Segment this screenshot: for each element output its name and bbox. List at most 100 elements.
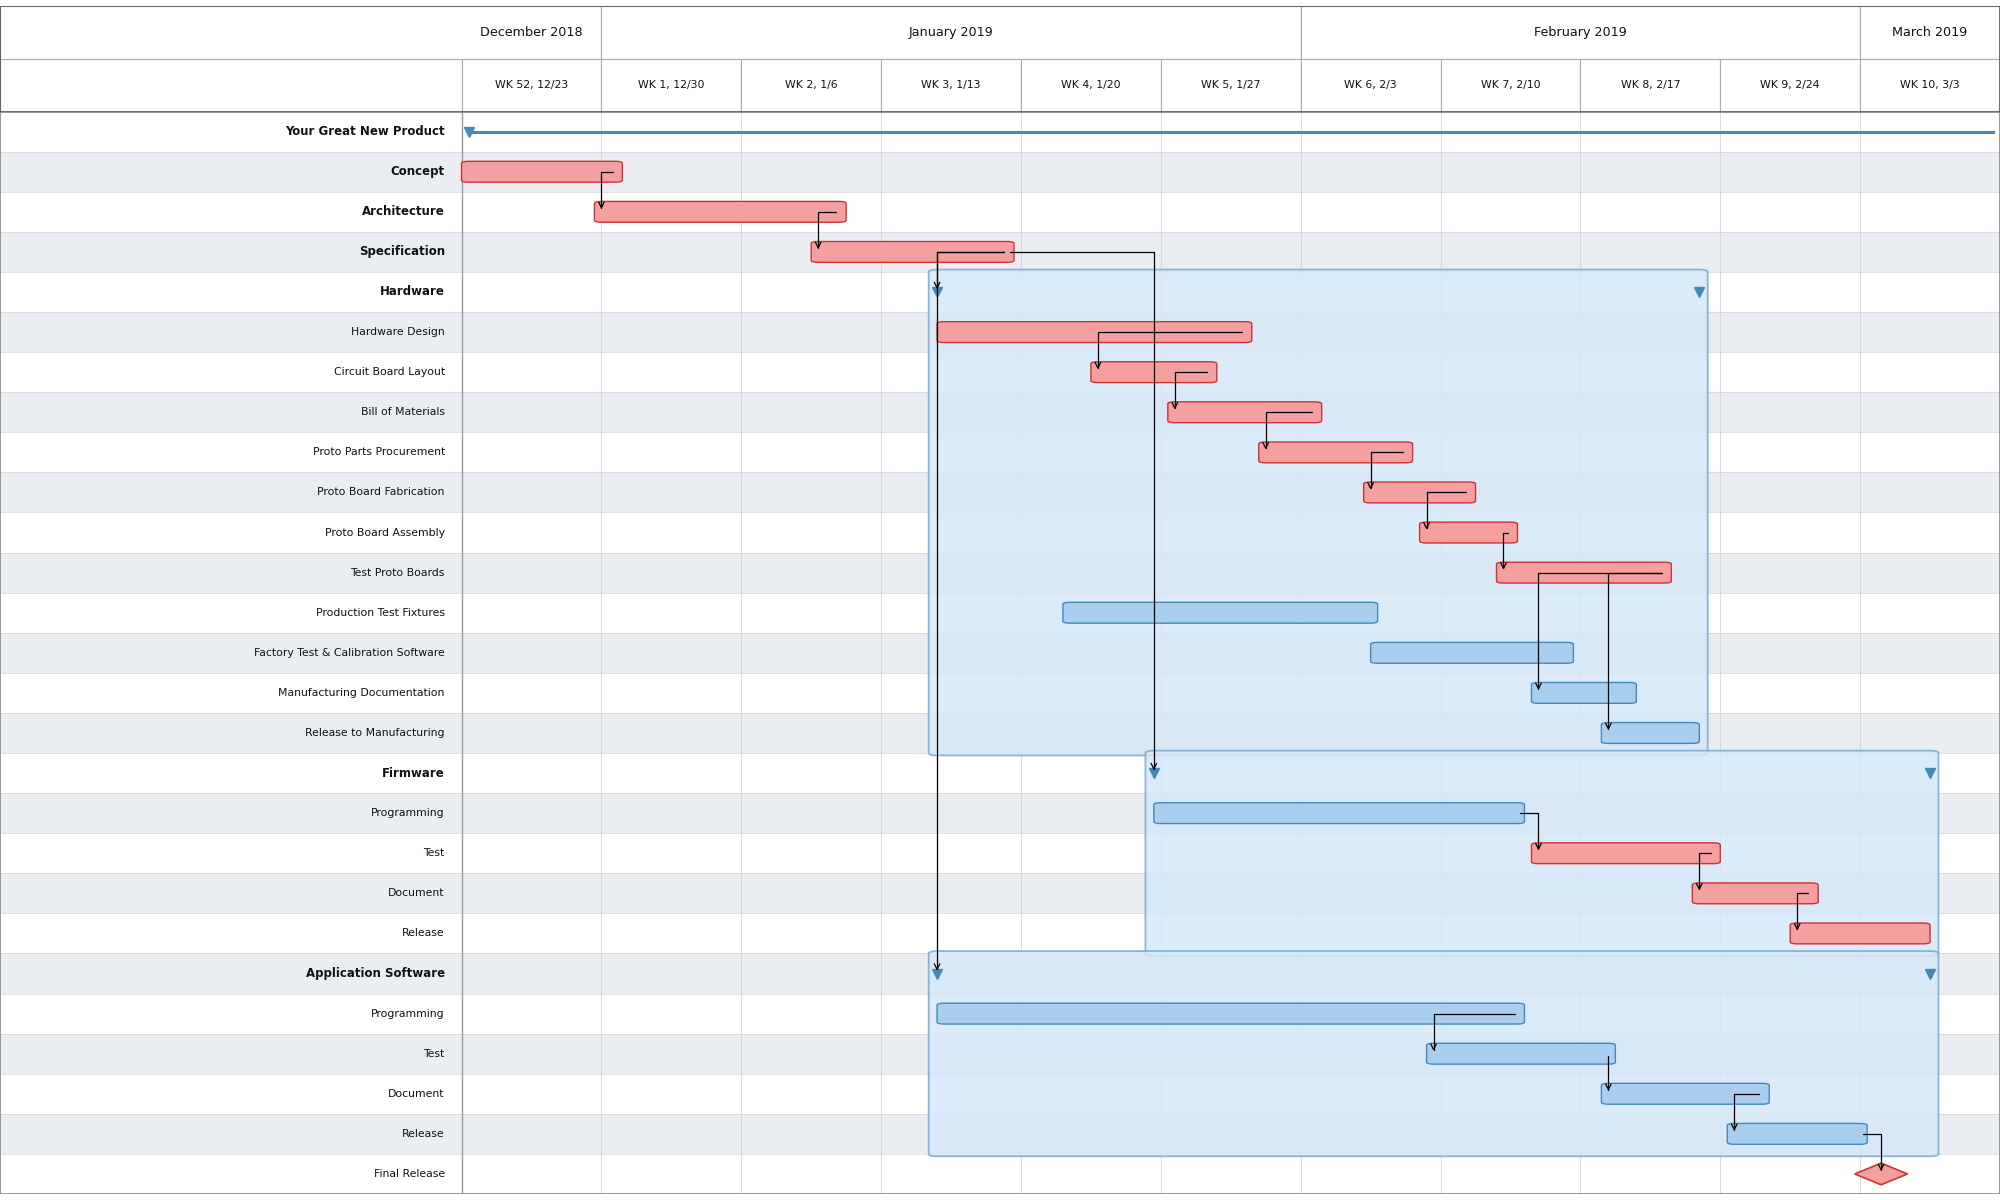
Bar (0, 754, 2000, 793)
Bar (0, 192, 2000, 232)
FancyBboxPatch shape (1790, 923, 1930, 944)
Bar (0, 432, 2000, 473)
Polygon shape (1854, 1163, 1908, 1184)
Text: Programming: Programming (372, 1008, 444, 1019)
FancyBboxPatch shape (1420, 522, 1518, 542)
FancyBboxPatch shape (1532, 842, 1720, 864)
Text: Release: Release (402, 1129, 444, 1139)
Bar (1020, 59, 1160, 112)
Text: Hardware Design: Hardware Design (352, 328, 444, 337)
Text: Concept: Concept (390, 166, 444, 179)
Bar (0, 232, 2000, 272)
Text: WK 6, 2/3: WK 6, 2/3 (1344, 80, 1396, 90)
Bar (0, 713, 2000, 754)
Bar (0, 59, 462, 112)
Bar (1580, 59, 1720, 112)
Text: Proto Parts Procurement: Proto Parts Procurement (312, 448, 444, 457)
Bar (1160, 59, 1300, 112)
Bar (1720, 59, 1860, 112)
FancyBboxPatch shape (938, 1003, 1524, 1024)
Bar (0, 6, 602, 59)
Bar (882, 59, 1020, 112)
Text: Document: Document (388, 888, 444, 899)
Bar (0, 312, 2000, 352)
Text: February 2019: February 2019 (1534, 26, 1626, 38)
Bar (0, 392, 2000, 432)
Bar (0, 632, 2000, 673)
Text: WK 4, 1/20: WK 4, 1/20 (1062, 80, 1120, 90)
Text: Architecture: Architecture (362, 205, 444, 218)
Bar (602, 6, 1300, 59)
Text: Test Proto Boards: Test Proto Boards (350, 568, 444, 577)
Text: Release to Manufacturing: Release to Manufacturing (306, 728, 444, 738)
Text: Test: Test (424, 1049, 444, 1058)
FancyBboxPatch shape (1426, 1043, 1616, 1064)
Bar (0, 352, 2000, 392)
Text: March 2019: March 2019 (1892, 26, 1968, 38)
Bar (0, 954, 2000, 994)
FancyBboxPatch shape (938, 322, 1252, 342)
Text: WK 5, 1/27: WK 5, 1/27 (1202, 80, 1260, 90)
FancyBboxPatch shape (1062, 602, 1378, 623)
Text: Proto Board Assembly: Proto Board Assembly (324, 528, 444, 538)
FancyBboxPatch shape (1692, 883, 1818, 904)
Bar (0, 1114, 2000, 1154)
Bar (742, 59, 882, 112)
Bar (0, 473, 2000, 512)
Text: Specification: Specification (358, 246, 444, 258)
Bar (0, 151, 2000, 192)
Text: WK 10, 3/3: WK 10, 3/3 (1900, 80, 1960, 90)
Text: Final Release: Final Release (374, 1169, 444, 1178)
Bar (0, 272, 2000, 312)
Text: Hardware: Hardware (380, 286, 444, 299)
Bar (462, 59, 602, 112)
Text: Factory Test & Calibration Software: Factory Test & Calibration Software (254, 648, 444, 658)
Text: Your Great New Product: Your Great New Product (286, 125, 444, 138)
Bar (0, 1033, 2000, 1074)
FancyBboxPatch shape (1532, 683, 1636, 703)
Text: WK 2, 1/6: WK 2, 1/6 (784, 80, 838, 90)
FancyBboxPatch shape (1602, 722, 1700, 744)
FancyBboxPatch shape (812, 241, 1014, 263)
Bar (1860, 6, 2000, 59)
Bar (0, 6, 462, 59)
Bar (1440, 59, 1580, 112)
Text: WK 7, 2/10: WK 7, 2/10 (1480, 80, 1540, 90)
FancyBboxPatch shape (1728, 1123, 1868, 1145)
Bar (0, 874, 2000, 913)
Bar (1860, 59, 2000, 112)
Text: Bill of Materials: Bill of Materials (360, 407, 444, 418)
FancyBboxPatch shape (928, 952, 1938, 1157)
Text: WK 9, 2/24: WK 9, 2/24 (1760, 80, 1820, 90)
FancyBboxPatch shape (1154, 803, 1524, 823)
Bar (0, 593, 2000, 632)
Bar (0, 673, 2000, 713)
Text: Firmware: Firmware (382, 767, 444, 780)
Bar (0, 512, 2000, 552)
FancyBboxPatch shape (1258, 442, 1412, 463)
Bar (1300, 59, 1440, 112)
FancyBboxPatch shape (1090, 361, 1216, 383)
Bar (0, 994, 2000, 1033)
FancyBboxPatch shape (1496, 562, 1672, 583)
FancyBboxPatch shape (1364, 482, 1476, 503)
Text: Production Test Fixtures: Production Test Fixtures (316, 607, 444, 618)
Text: December 2018: December 2018 (480, 26, 582, 38)
Text: WK 52, 12/23: WK 52, 12/23 (494, 80, 568, 90)
Text: Circuit Board Layout: Circuit Board Layout (334, 367, 444, 377)
Bar (0, 1154, 2000, 1194)
Text: January 2019: January 2019 (908, 26, 994, 38)
Bar (1300, 6, 1860, 59)
Bar (0, 552, 2000, 593)
FancyBboxPatch shape (1146, 751, 1938, 956)
Text: Manufacturing Documentation: Manufacturing Documentation (278, 688, 444, 698)
Text: WK 1, 12/30: WK 1, 12/30 (638, 80, 704, 90)
FancyBboxPatch shape (594, 202, 846, 222)
Text: WK 3, 1/13: WK 3, 1/13 (922, 80, 980, 90)
Bar (602, 59, 742, 112)
Text: Release: Release (402, 929, 444, 938)
Text: WK 8, 2/17: WK 8, 2/17 (1620, 80, 1680, 90)
FancyBboxPatch shape (928, 270, 1708, 756)
FancyBboxPatch shape (462, 161, 622, 182)
Text: Test: Test (424, 848, 444, 858)
